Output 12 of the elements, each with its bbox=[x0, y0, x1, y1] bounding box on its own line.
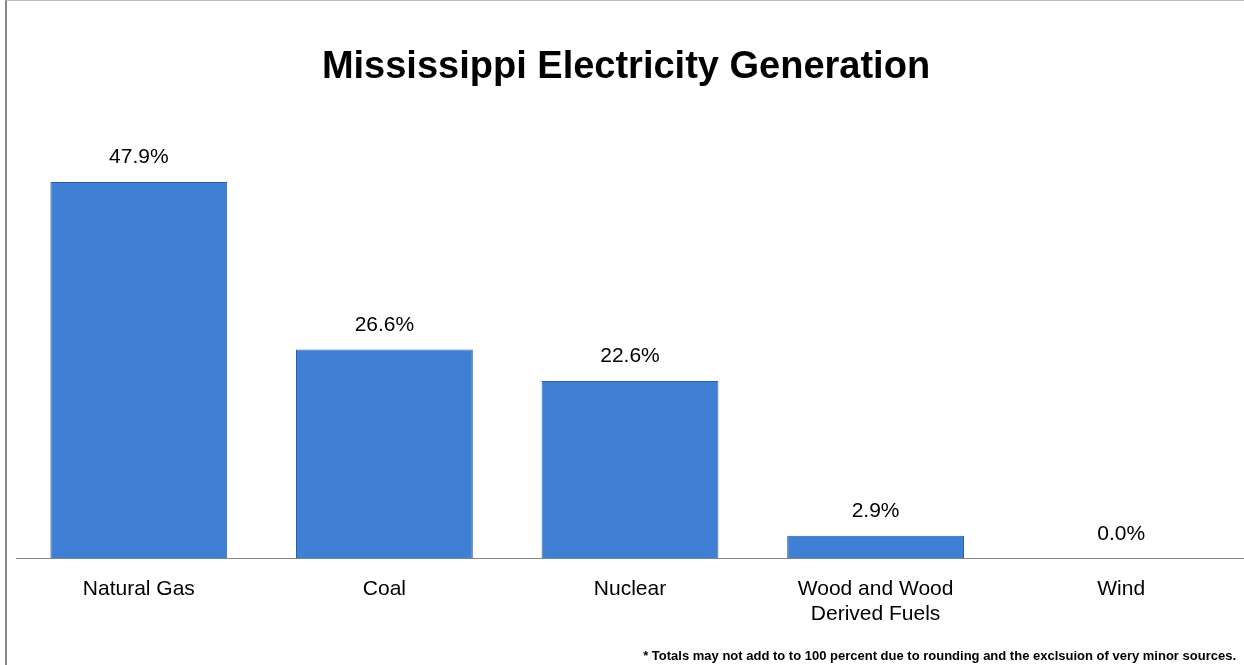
x-tick-label: Wind bbox=[1097, 576, 1146, 599]
data-label: 2.9% bbox=[851, 498, 900, 522]
data-label: 26.6% bbox=[354, 311, 415, 335]
data-label: 22.6% bbox=[600, 343, 660, 367]
x-tick-label: Coal bbox=[362, 576, 406, 599]
x-tick-label: Natural Gas bbox=[82, 576, 195, 599]
data-label: 0.0% bbox=[1097, 520, 1146, 544]
chart-title: Mississippi Electricity Generation bbox=[321, 44, 931, 87]
x-tick-label: Nuclear bbox=[593, 576, 667, 599]
data-label: 47.9% bbox=[109, 144, 169, 168]
x-tick-label: Wood and Wood Derived Fuels bbox=[797, 576, 954, 625]
text: * Totals may not add to to 100 percent due to rounding and the exclsuion of very minor sources. bbox=[643, 648, 1236, 664]
